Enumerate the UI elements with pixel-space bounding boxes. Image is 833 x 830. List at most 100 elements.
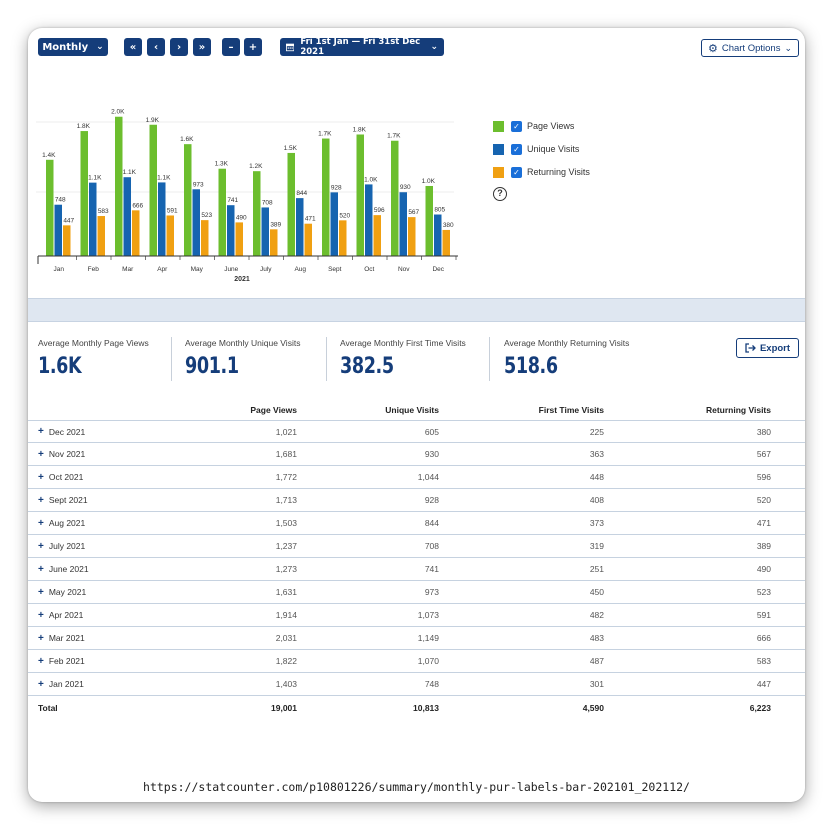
stat-divider [171, 337, 172, 381]
bar-returning-visits [373, 215, 381, 256]
cell-unique-visits: 1,044 [417, 472, 439, 482]
x-tick-label: July [260, 266, 272, 273]
cell-returning-visits: 380 [756, 426, 771, 437]
cell-first-time-visits: 487 [589, 656, 604, 666]
data-label: 591 [167, 207, 178, 214]
chevron-down-icon: ⌄ [96, 42, 104, 52]
last-period-button[interactable]: » [193, 38, 211, 56]
cell-page-views: 1,772 [275, 472, 297, 482]
table-row[interactable]: + Aug 2021 1,503 844 373 471 [28, 512, 805, 535]
period-dropdown[interactable]: Monthly ⌄ [38, 38, 108, 56]
cell-row-label: + Oct 2021 [38, 466, 83, 488]
expand-plus-icon[interactable]: + [38, 426, 44, 437]
column-header-first-time-visits[interactable]: First Time Visits [538, 405, 604, 415]
period-label: Monthly [42, 41, 89, 53]
checkbox-checked-icon[interactable]: ✓ [511, 166, 522, 178]
bar-unique-visits [296, 198, 304, 256]
table-row[interactable]: + July 2021 1,237 708 319 389 [28, 535, 805, 558]
cell-returning-visits: 490 [756, 564, 771, 574]
expand-plus-icon[interactable]: + [38, 563, 44, 575]
cell-unique-visits: 844 [424, 518, 439, 528]
expand-plus-icon[interactable]: + [38, 632, 44, 644]
cell-first-time-visits: 373 [589, 518, 604, 528]
x-tick-label: Jan [54, 266, 65, 273]
chevron-left-icon: ‹ [153, 41, 159, 53]
table-row[interactable]: + June 2021 1,273 741 251 490 [28, 558, 805, 581]
bar-chart: 1.4K 748 447 Jan 1.8K 1.1K 583 Feb 2.0K 1.1K 666 Ma… [34, 92, 464, 292]
table-row[interactable]: + May 2021 1,631 973 450 523 [28, 581, 805, 604]
cell-page-views: 1,503 [275, 518, 297, 528]
bar-page-views [253, 171, 261, 256]
expand-plus-icon[interactable]: + [38, 448, 44, 460]
cell-unique-visits: 973 [424, 587, 439, 597]
cell-page-views: 1,713 [275, 495, 297, 505]
bar-returning-visits [408, 217, 416, 256]
export-label: Export [759, 342, 791, 354]
data-label: 1.6K [180, 136, 194, 143]
cell-first-time-visits: 251 [589, 564, 604, 574]
x-tick-label: Feb [88, 266, 100, 273]
table-row[interactable]: + Apr 2021 1,914 1,073 482 591 [28, 604, 805, 627]
zoom-out-button[interactable]: – [222, 38, 240, 56]
column-header-page-views[interactable]: Page Views [250, 405, 297, 415]
data-label: 1.2K [249, 163, 263, 170]
cell-returning-visits: 596 [756, 472, 771, 482]
bar-unique-visits [89, 182, 97, 256]
help-icon[interactable]: ? [493, 187, 507, 201]
data-label: 973 [193, 181, 204, 188]
cell-row-label: + Feb 2021 [38, 650, 85, 672]
bar-page-views [115, 116, 123, 256]
date-range-picker[interactable]: Fri 1st Jan — Fri 31st Dec 2021 ⌄ [280, 37, 444, 57]
x-tick-label: Aug [294, 266, 306, 273]
legend-item-page-views[interactable]: ✓ Page Views [493, 118, 590, 134]
table-row[interactable]: + Dec 2021 1,021 605 225 380 [28, 420, 805, 443]
first-period-button[interactable]: « [124, 38, 142, 56]
cell-row-label: + July 2021 [38, 535, 85, 557]
column-header-unique-visits[interactable]: Unique Visits [385, 405, 439, 415]
chevron-down-icon: ⌄ [784, 42, 792, 53]
cell-returning-visits: 389 [756, 541, 771, 551]
cell-returning-visits: 666 [756, 633, 771, 643]
table-row[interactable]: + Sept 2021 1,713 928 408 520 [28, 489, 805, 512]
prev-period-button[interactable]: ‹ [147, 38, 165, 56]
legend-item-unique-visits[interactable]: ✓ Unique Visits [493, 141, 590, 157]
expand-plus-icon[interactable]: + [38, 471, 44, 483]
expand-plus-icon[interactable]: + [38, 517, 44, 529]
data-table: Page Views Unique Visits First Time Visi… [28, 400, 805, 719]
cell-row-label: + June 2021 [38, 558, 89, 580]
data-label: 389 [270, 221, 281, 228]
expand-plus-icon[interactable]: + [38, 540, 44, 552]
toolbar: Monthly ⌄ « ‹ › » – + Fri 1st Jan — Fri … [28, 37, 805, 58]
data-label: 928 [331, 184, 342, 191]
cell-page-views: 1,403 [275, 679, 297, 689]
table-row[interactable]: + Oct 2021 1,772 1,044 448 596 [28, 466, 805, 489]
zoom-in-button[interactable]: + [244, 38, 262, 56]
stat-label: Average Monthly Page Views [38, 338, 149, 348]
stat-value: 1.6K [38, 354, 82, 379]
legend-item-returning-visits[interactable]: ✓ Returning Visits [493, 164, 590, 180]
row-label-text: Apr 2021 [48, 610, 84, 620]
expand-plus-icon[interactable]: + [38, 494, 44, 506]
expand-plus-icon[interactable]: + [38, 609, 44, 621]
checkbox-checked-icon[interactable]: ✓ [511, 120, 522, 132]
minus-icon: – [228, 41, 234, 53]
table-row[interactable]: + Jan 2021 1,403 748 301 447 [28, 673, 805, 696]
table-row[interactable]: + Feb 2021 1,822 1,070 487 583 [28, 650, 805, 673]
chart-options-button[interactable]: ⚙ Chart Options ⌄ [700, 39, 799, 57]
expand-plus-icon[interactable]: + [38, 655, 44, 667]
checkbox-checked-icon[interactable]: ✓ [511, 143, 522, 155]
bar-page-views [80, 131, 88, 256]
export-button[interactable]: Export [736, 338, 799, 358]
cell-returning-visits: 591 [756, 610, 771, 620]
next-period-button[interactable]: › [170, 38, 188, 56]
cell-row-label: + Mar 2021 [38, 627, 85, 649]
expand-plus-icon[interactable]: + [38, 678, 44, 690]
row-label-text: Sept 2021 [48, 495, 88, 505]
table-row[interactable]: + Mar 2021 2,031 1,149 483 666 [28, 627, 805, 650]
data-label: 748 [55, 197, 66, 204]
table-row[interactable]: + Nov 2021 1,681 930 363 567 [28, 443, 805, 466]
cell-unique-visits: 748 [424, 679, 439, 689]
bar-returning-visits [304, 223, 312, 256]
column-header-returning-visits[interactable]: Returning Visits [705, 405, 771, 415]
expand-plus-icon[interactable]: + [38, 586, 44, 598]
